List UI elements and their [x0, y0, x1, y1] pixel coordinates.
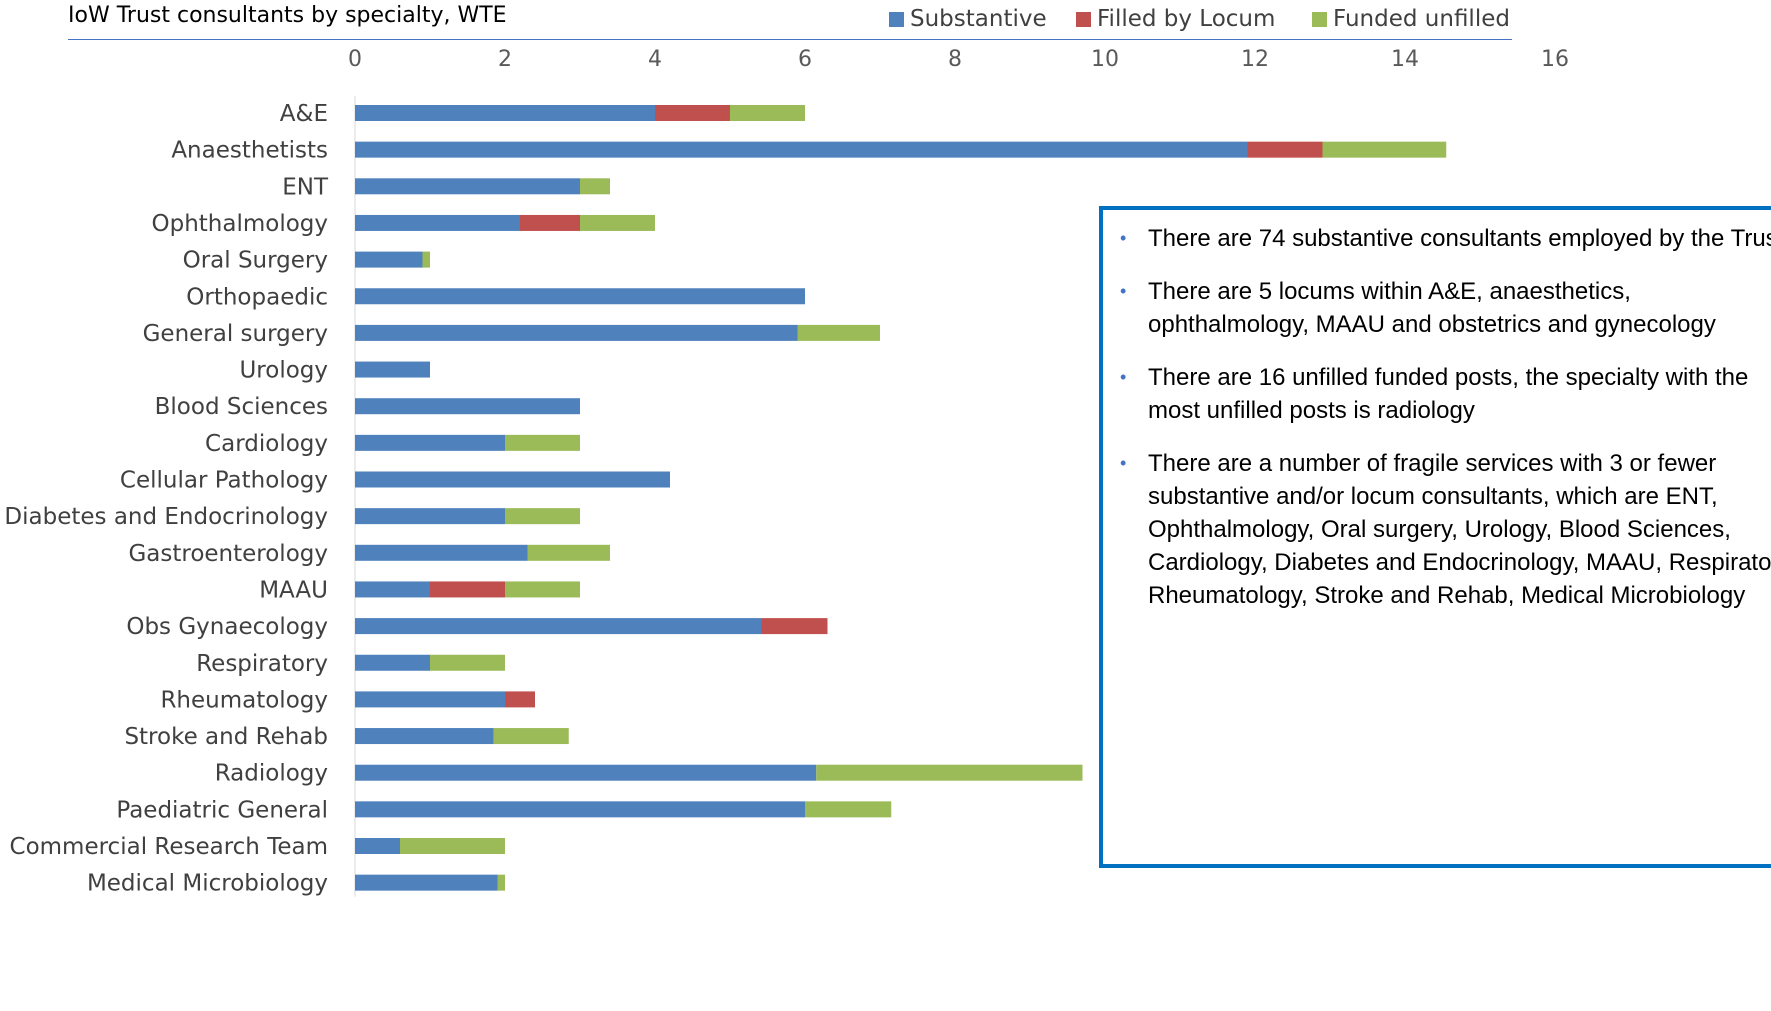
category-label: Anaesthetists: [171, 138, 328, 164]
category-label: Ophthalmology: [151, 211, 328, 237]
legend-label-unfilled: Funded unfilled: [1333, 6, 1510, 32]
bar-segment-substantive: [355, 618, 762, 635]
legend-swatch-locum: [1076, 11, 1091, 27]
callout-bullet: There are 16 unfilled funded posts, the …: [1103, 361, 1771, 427]
bar-segment-unfilled: [400, 838, 505, 854]
bar-segment-substantive: [355, 471, 670, 488]
bar-segment-substantive: [355, 581, 430, 598]
category-label: Orthopaedic: [186, 284, 328, 310]
legend-swatch-substantive: [889, 11, 904, 27]
bar-segment-unfilled: [805, 801, 892, 818]
bar-segment-unfilled: [527, 544, 610, 561]
x-tick-label: 2: [498, 47, 512, 72]
bar-segment-unfilled: [505, 434, 580, 451]
category-label: Medical Microbiology: [87, 871, 328, 897]
bar-segment-unfilled: [493, 728, 569, 745]
x-tick-label: 8: [948, 47, 962, 72]
bar-segment-substantive: [355, 361, 430, 378]
bar-segment-substantive: [355, 764, 817, 781]
category-label: Urology: [239, 358, 328, 384]
bar-segment-unfilled: [505, 581, 580, 598]
x-tick-label: 10: [1091, 47, 1119, 72]
category-label: ENT: [282, 174, 329, 200]
bar-segment-substantive: [355, 838, 400, 854]
category-label: Radiology: [215, 761, 328, 787]
legend-item-unfilled: Funded unfilled: [1312, 6, 1510, 32]
bar-segment-unfilled: [580, 214, 655, 231]
category-label: A&E: [280, 101, 328, 127]
category-label: Blood Sciences: [155, 394, 328, 420]
bar-segment-unfilled: [797, 324, 880, 341]
bar-segment-substantive: [355, 288, 805, 305]
category-label: Obs Gynaecology: [126, 614, 328, 640]
category-label: Stroke and Rehab: [124, 724, 328, 750]
category-label: Rheumatology: [160, 687, 328, 713]
bar-segment-unfilled: [422, 251, 430, 268]
bar-segment-unfilled: [580, 178, 610, 195]
category-label: Commercial Research Team: [10, 834, 328, 860]
title-underline: [68, 39, 1512, 40]
category-label: Paediatric General: [116, 797, 328, 823]
bar-segment-substantive: [355, 801, 805, 818]
x-tick-label: 12: [1241, 47, 1269, 72]
legend-label-locum: Filled by Locum: [1097, 6, 1276, 32]
callout-list: There are 74 substantive consultants emp…: [1103, 210, 1771, 612]
bar-segment-substantive: [355, 728, 494, 745]
category-label: Cardiology: [205, 431, 328, 457]
bar-segment-unfilled: [730, 105, 805, 121]
x-tick-label: 6: [798, 47, 812, 72]
bar-segment-locum: [505, 691, 535, 708]
bar-segment-locum: [520, 214, 580, 231]
bar-segment-substantive: [355, 105, 655, 121]
callout-bullet: There are 74 substantive consultants emp…: [1103, 222, 1771, 255]
bar-segment-unfilled: [816, 764, 1083, 781]
bar-segment-unfilled: [1322, 141, 1447, 158]
category-label: MAAU: [259, 577, 328, 603]
bar-segment-substantive: [355, 544, 528, 561]
bar-segment-substantive: [355, 691, 505, 708]
bar-segment-substantive: [355, 251, 423, 268]
legend-swatch-unfilled: [1312, 11, 1327, 27]
legend-label-substantive: Substantive: [910, 6, 1047, 32]
bar-segment-substantive: [355, 874, 498, 891]
callout-box: There are 74 substantive consultants emp…: [1099, 206, 1771, 868]
callout-bullet: There are 5 locums within A&E, anaesthet…: [1103, 275, 1771, 341]
bar-segment-substantive: [355, 434, 505, 451]
bar-segment-substantive: [355, 214, 520, 231]
bar-segment-substantive: [355, 398, 580, 415]
category-label: Respiratory: [196, 651, 328, 677]
bar-segment-unfilled: [497, 874, 505, 891]
category-label: Cellular Pathology: [120, 468, 328, 494]
bar-segment-substantive: [355, 654, 430, 671]
bar-segment-substantive: [355, 141, 1248, 158]
x-tick-label: 0: [348, 47, 362, 72]
legend-item-locum: Filled by Locum: [1076, 6, 1275, 32]
bar-segment-locum: [1247, 141, 1323, 158]
chart-title: IoW Trust consultants by specialty, WTE: [68, 3, 507, 28]
bar-segment-unfilled: [430, 654, 505, 671]
bar-segment-substantive: [355, 508, 505, 525]
category-label: Diabetes and Endocrinology: [4, 504, 328, 530]
bar-segment-unfilled: [505, 508, 580, 525]
callout-bullet: There are a number of fragile services w…: [1103, 447, 1771, 612]
x-tick-label: 4: [648, 47, 662, 72]
x-tick-label: 16: [1541, 47, 1569, 72]
category-label: Oral Surgery: [183, 248, 328, 274]
category-label: Gastroenterology: [128, 541, 328, 567]
bar-segment-locum: [761, 618, 828, 635]
bar-segment-substantive: [355, 324, 798, 341]
bar-segment-substantive: [355, 178, 580, 195]
legend-item-substantive: Substantive: [889, 6, 1047, 32]
bar-segment-locum: [430, 581, 505, 598]
x-tick-label: 14: [1391, 47, 1419, 72]
category-label: General surgery: [143, 321, 328, 347]
bar-segment-locum: [655, 105, 730, 121]
